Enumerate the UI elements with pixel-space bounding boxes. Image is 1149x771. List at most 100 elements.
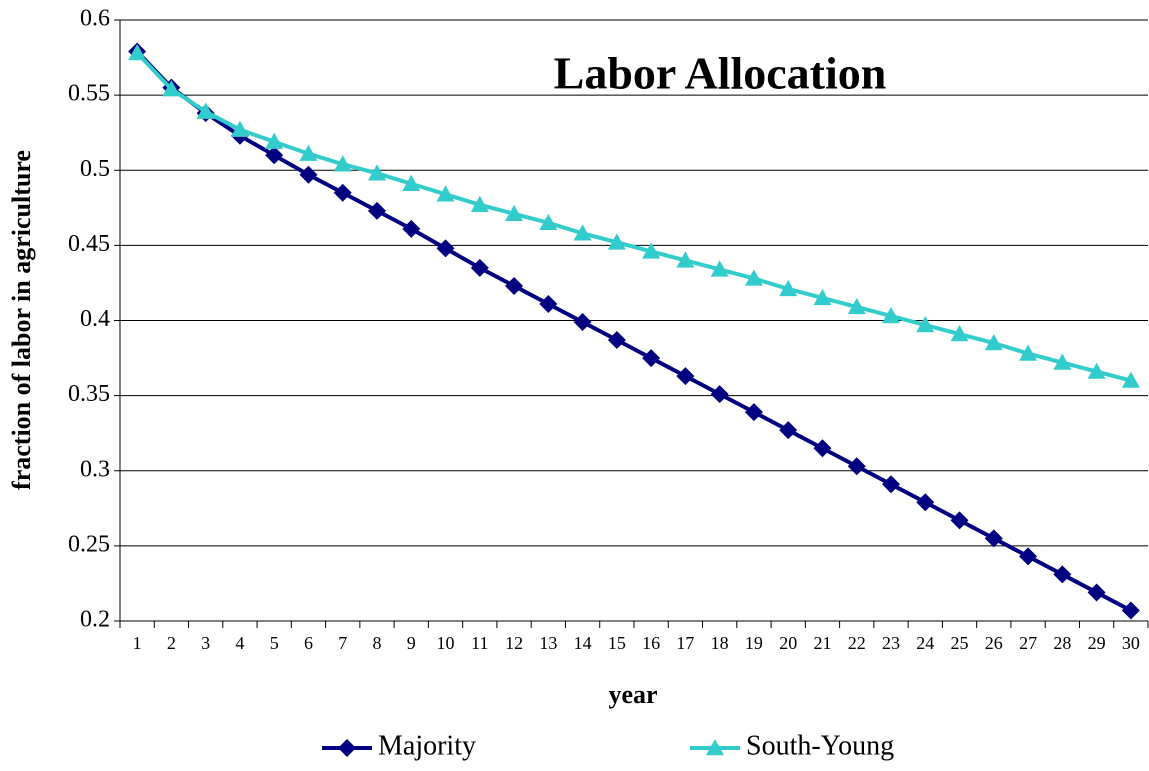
legend-label: South-Young	[746, 730, 894, 761]
x-tick-label: 14	[574, 633, 592, 653]
data-point	[950, 511, 969, 530]
data-point	[710, 260, 729, 277]
x-tick-label: 3	[201, 633, 210, 653]
x-tick-label: 2	[167, 633, 176, 653]
y-tick-label: 0.3	[80, 456, 110, 482]
legend-label: Majority	[378, 730, 476, 761]
data-point	[402, 174, 421, 191]
y-axis-label: fraction of labor in agriculture	[7, 150, 36, 490]
data-point	[539, 213, 558, 231]
x-tick-label: 20	[779, 633, 797, 653]
x-tick-label: 8	[373, 633, 382, 653]
data-point	[813, 439, 832, 458]
data-point	[1087, 583, 1106, 602]
data-point	[642, 349, 661, 368]
data-point	[128, 44, 147, 61]
series-line	[135, 50, 1132, 613]
data-point	[813, 288, 832, 306]
x-tick-label: 7	[338, 633, 347, 653]
y-tick-label: 0.55	[68, 81, 110, 107]
x-tick-label: 23	[882, 633, 900, 653]
data-point	[916, 316, 935, 333]
data-point	[402, 219, 421, 238]
data-point	[1019, 344, 1038, 361]
data-point	[573, 313, 592, 332]
series-line	[135, 51, 1132, 383]
data-point	[333, 183, 352, 202]
y-tick-label: 0.5	[80, 156, 110, 182]
x-tick-label: 22	[848, 633, 866, 653]
data-point	[847, 297, 866, 315]
x-tick-label: 5	[270, 633, 279, 653]
data-point	[505, 276, 524, 295]
y-tick-label: 0.2	[80, 607, 110, 633]
data-point	[265, 132, 284, 149]
chart-title: Labor Allocation	[554, 48, 887, 99]
data-point	[779, 421, 798, 440]
data-point	[676, 367, 695, 386]
y-tick-label: 0.25	[68, 531, 110, 557]
x-tick-label: 25	[951, 633, 969, 653]
legend-marker	[338, 739, 356, 757]
x-tick-label: 16	[642, 633, 660, 653]
x-tick-label: 15	[608, 633, 626, 653]
x-tick-label: 21	[813, 633, 831, 653]
data-point	[1019, 547, 1038, 566]
data-point	[847, 457, 866, 476]
data-point	[779, 279, 798, 297]
x-axis-label: year	[608, 680, 657, 709]
x-tick-label: 28	[1053, 633, 1071, 653]
data-point	[470, 258, 489, 277]
y-tick-label: 0.4	[80, 306, 110, 332]
data-point	[607, 331, 626, 350]
data-point	[368, 201, 386, 220]
data-point	[984, 334, 1003, 351]
x-tick-label: 29	[1088, 633, 1106, 653]
x-tick-label: 27	[1019, 633, 1037, 653]
x-tick-label: 1	[133, 633, 142, 653]
x-tick-label: 11	[471, 633, 488, 653]
data-point	[299, 144, 318, 161]
data-point	[436, 185, 455, 202]
data-point	[607, 233, 626, 250]
data-point	[470, 195, 489, 213]
data-point	[196, 102, 215, 119]
y-tick-label: 0.35	[68, 381, 110, 407]
x-tick-label: 26	[985, 633, 1003, 653]
data-point	[1087, 362, 1106, 379]
x-tick-label: 13	[539, 633, 557, 653]
x-tick-label: 6	[304, 633, 313, 653]
data-point	[744, 269, 763, 286]
data-point	[1053, 565, 1072, 584]
data-point	[368, 164, 386, 181]
x-tick-label: 12	[505, 633, 523, 653]
data-point	[882, 306, 900, 324]
legend-marker	[706, 739, 724, 756]
x-tick-label: 19	[745, 633, 763, 653]
data-point	[299, 165, 318, 184]
x-tick-label: 30	[1122, 633, 1140, 653]
data-point	[1053, 353, 1072, 370]
data-point	[505, 204, 524, 222]
data-point	[882, 475, 900, 494]
y-tick-label: 0.6	[80, 6, 110, 32]
data-point	[676, 251, 695, 268]
data-point	[642, 242, 661, 259]
data-point	[1121, 601, 1140, 620]
data-point	[573, 224, 592, 241]
data-point	[984, 529, 1003, 548]
data-point	[162, 80, 181, 97]
data-point	[265, 146, 284, 165]
data-point	[539, 294, 558, 313]
data-point	[916, 493, 935, 512]
x-tick-label: 18	[711, 633, 729, 653]
data-point	[436, 239, 455, 258]
data-point	[710, 385, 729, 404]
x-tick-label: 4	[235, 633, 244, 653]
data-point	[1121, 371, 1140, 388]
data-point	[230, 120, 249, 137]
data-point	[950, 325, 969, 342]
x-tick-label: 10	[437, 633, 455, 653]
data-point	[333, 155, 352, 172]
